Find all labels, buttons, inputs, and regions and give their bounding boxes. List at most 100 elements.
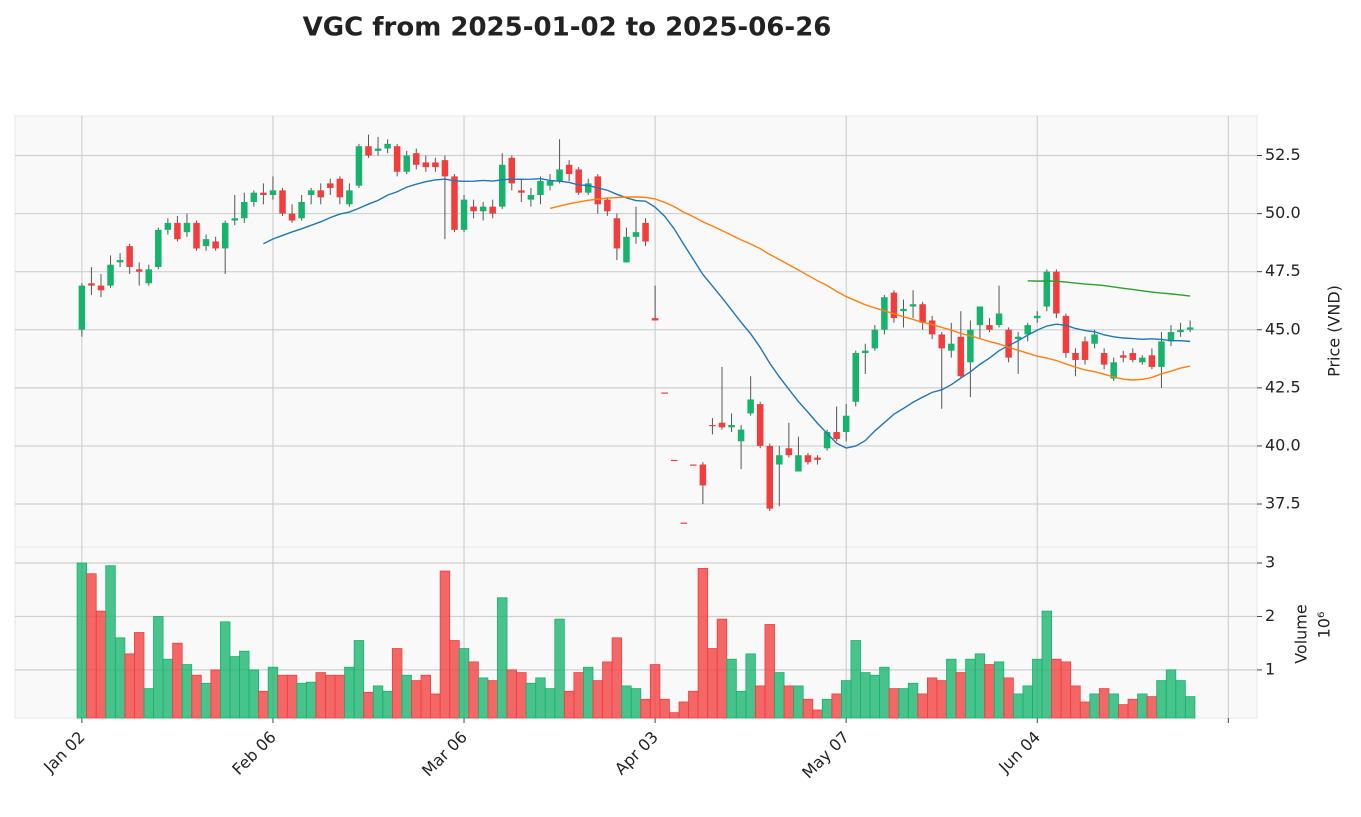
candle-body [145,269,153,284]
candle-body [164,222,172,230]
candle-body [1119,355,1127,358]
moving-average-line [1027,280,1191,297]
candle-body [202,239,210,247]
candle-body [728,425,735,428]
candle-body [384,143,391,149]
x-tick-label: May 07 [798,727,853,782]
candle-body [957,336,965,377]
y-tick-label: 52.5 [1265,145,1301,164]
candle-body [823,431,831,449]
volume-bar [669,712,680,719]
candle-body [298,201,305,219]
candle-body [575,169,582,193]
candle-body [995,313,1003,326]
volume-bar [172,642,183,719]
candle-body [909,304,917,307]
volume-bar [344,666,355,719]
volume-bar [993,661,1005,719]
volume-bar [286,674,298,719]
volume-bar [506,669,517,719]
volume-bar [296,682,307,719]
candle-body [546,181,554,186]
candle-body [613,218,621,249]
candle-body [642,222,649,242]
volume-bar [793,685,804,719]
candle-body [690,464,697,466]
candle-body [1091,334,1098,344]
candle-body [938,334,945,349]
candle-body [460,199,468,230]
candle-body [174,222,181,240]
volume-bar [955,672,967,719]
volume-bar [391,648,403,719]
candle-body [594,176,602,205]
volume-bar [1079,701,1091,719]
volume-bar [535,677,546,719]
volume-bar [898,688,909,719]
candle-body [422,162,430,168]
volume-bar [802,698,814,719]
candle-body [556,169,563,182]
candle-body [709,425,716,427]
candle-body [1014,336,1022,340]
y-axis-label: Price (VND) [1325,285,1344,377]
moving-average-line [549,196,1191,381]
candle-body [221,222,229,249]
volume-bar [258,690,269,719]
candle-body [250,192,258,202]
volume-axis-label: Volume [1292,604,1311,664]
volume-scale-label: 10⁶ [1315,612,1334,639]
volume-bar [430,693,441,719]
volume-bar [917,693,928,719]
volume-bar [697,567,709,719]
volume-bar [76,562,88,719]
x-tick-label: Mar 06 [418,727,471,780]
volume-bar [1118,704,1129,719]
volume-bar [841,680,852,719]
volume-bar [1070,685,1081,719]
candle-body [479,206,487,212]
volume-bar [1022,685,1033,719]
volume-bar [630,688,642,719]
candle-body [804,455,812,463]
candle-body [135,269,143,272]
candle-body [1024,325,1031,335]
volume-tick-label: 1 [1265,659,1275,678]
volume-bar [745,653,756,719]
candle-body [393,146,401,172]
volume-bar [602,661,613,719]
volume-bar [831,693,842,719]
candle-body [756,404,764,446]
candle-body [737,429,745,442]
plot-background [14,115,1258,719]
y-tick-label: 42.5 [1265,377,1301,396]
volume-bar [134,632,145,719]
volume-bar [124,653,135,719]
y-tick-label: 50.0 [1265,203,1301,222]
volume-bar [936,680,947,719]
volume-bar [220,621,231,719]
candle-body [871,329,879,349]
candle-body [508,157,516,184]
volume-bar [774,672,785,719]
volume-bar [869,674,881,719]
volume-bar [114,637,126,719]
volume-bar [468,661,479,719]
volume-bar [477,677,489,719]
volume-bar [1012,693,1024,719]
candle-body [212,241,219,249]
volume-bar [649,664,661,719]
volume-tick-label: 3 [1265,553,1275,572]
candle-body [183,222,191,233]
volume-bar [1032,658,1043,719]
volume-bar [659,698,670,719]
candle-body [193,222,200,249]
volume-bar [200,682,212,719]
volume-bar [735,690,747,719]
volume-bar [755,685,766,719]
volume-bar [1060,661,1072,719]
volume-bar [1146,696,1158,719]
candle-body [948,343,955,351]
volume-bar [516,672,527,719]
volume-bar [497,597,508,719]
